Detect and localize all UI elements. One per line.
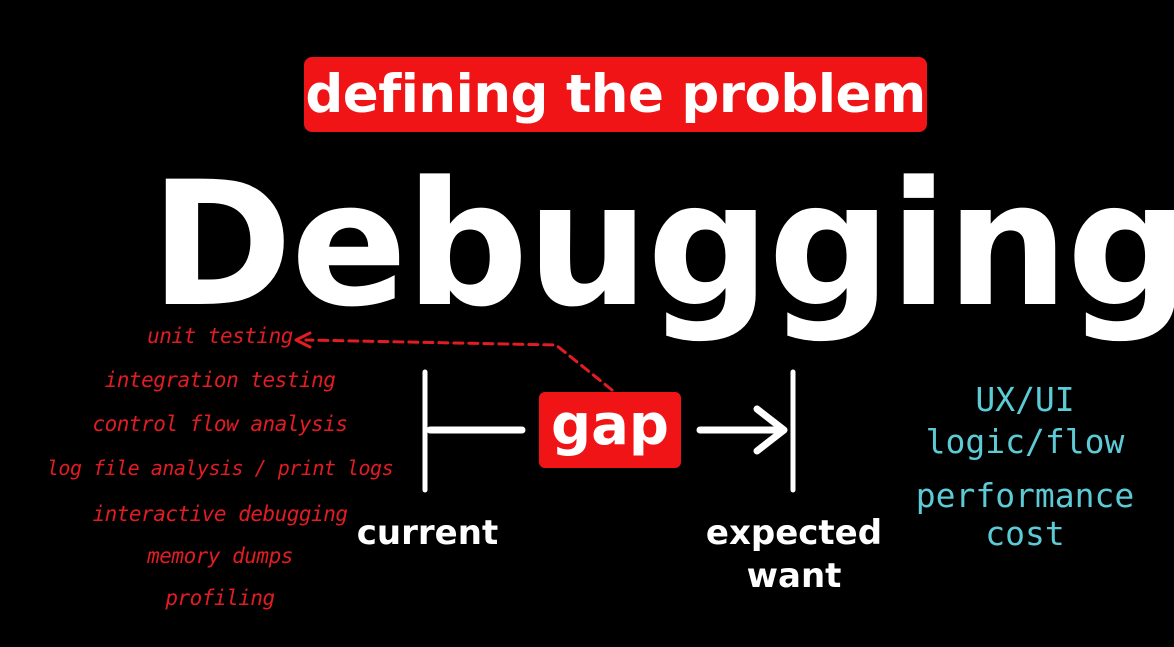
problem-categories-list: UX/UI logic/flow performance cost [880,380,1170,560]
gap-box: gap [539,392,681,468]
method-memory-dumps: memory dumps [147,544,293,568]
debugging-methods-list: unit testing integration testing control… [30,318,410,618]
method-unit-testing: unit testing [147,324,293,348]
method-profiling: profiling [165,586,275,610]
gap-label: gap [551,393,669,458]
category-logic-flow: logic/flow [925,422,1125,461]
method-log-file-analysis: log file analysis / print logs [46,456,394,480]
want-label: want [746,556,842,596]
method-control-flow-analysis: control flow analysis [92,412,348,436]
category-cost: cost [985,514,1065,553]
category-performance: performance [915,476,1135,515]
expected-label: expected [705,513,883,553]
current-label: current [356,513,499,553]
method-integration-testing: integration testing [104,368,336,392]
method-interactive-debugging: interactive debugging [92,502,348,526]
right-arrow-icon [696,405,788,455]
category-ux-ui: UX/UI [975,380,1075,419]
subtitle-text: defining the problem [305,64,926,125]
main-title: Debugging [150,144,1174,345]
subtitle-banner: defining the problem [304,57,927,132]
dashed-pointer-arrow [294,331,614,392]
